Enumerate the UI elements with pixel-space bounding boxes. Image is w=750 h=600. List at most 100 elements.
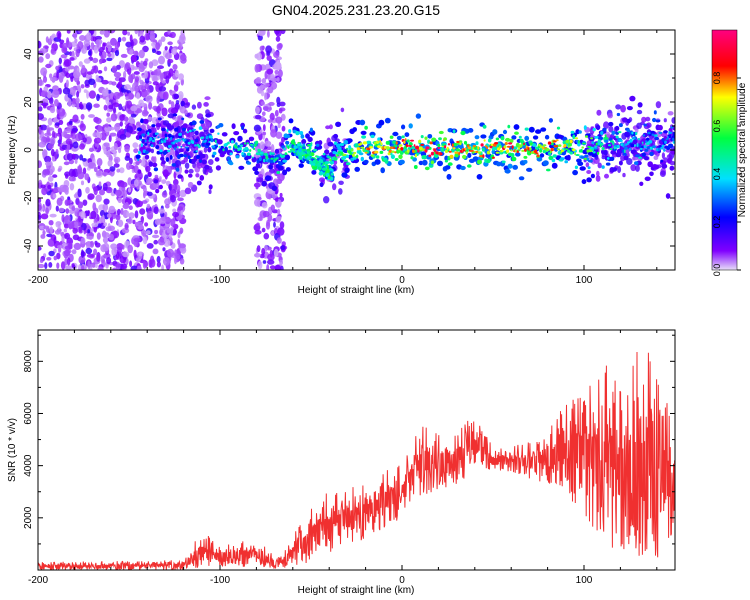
heatmap-cell bbox=[385, 140, 390, 145]
heatmap-cell bbox=[618, 139, 623, 142]
heatmap-cell bbox=[184, 146, 189, 149]
heatmap-cell bbox=[126, 218, 133, 224]
heatmap-cell bbox=[275, 116, 283, 124]
heatmap-cell bbox=[177, 197, 184, 202]
heatmap-cell bbox=[195, 173, 200, 178]
heatmap-cell bbox=[172, 211, 180, 218]
heatmap-cell bbox=[340, 107, 345, 113]
heatmap-cell bbox=[275, 197, 279, 202]
heatmap-cell bbox=[60, 54, 68, 59]
heatmap-cell bbox=[113, 156, 121, 164]
heatmap-cell bbox=[62, 42, 69, 49]
heatmap-cell bbox=[102, 42, 106, 51]
heatmap-cell bbox=[528, 126, 535, 133]
heatmap-cell bbox=[356, 147, 361, 151]
heatmap-cell bbox=[454, 153, 459, 158]
heatmap-cell bbox=[283, 147, 286, 151]
heatmap-cell bbox=[626, 129, 631, 133]
heatmap-cell bbox=[255, 77, 262, 84]
heatmap-cell bbox=[663, 118, 667, 123]
heatmap-cell bbox=[288, 129, 292, 134]
heatmap-cell bbox=[101, 171, 109, 176]
heatmap-cell bbox=[54, 229, 61, 235]
heatmap-cell bbox=[285, 167, 291, 172]
heatmap-cell bbox=[246, 142, 249, 145]
heatmap-cell bbox=[364, 125, 368, 130]
heatmap-cell bbox=[256, 159, 260, 164]
heatmap-cell bbox=[175, 81, 180, 86]
snr-panel: -200 -100 0 100 2000 4000 6000 8000 Height of … bbox=[7, 329, 676, 596]
y-tick-label: 40 bbox=[23, 48, 34, 60]
heatmap-cell bbox=[126, 125, 133, 134]
heatmap-cell bbox=[263, 152, 268, 156]
heatmap-cell bbox=[117, 208, 121, 216]
heatmap-cell bbox=[137, 169, 142, 174]
heatmap-cell bbox=[260, 90, 265, 97]
heatmap-cell bbox=[57, 244, 64, 249]
heatmap-cell bbox=[359, 142, 363, 146]
heatmap-cell bbox=[532, 143, 537, 147]
heatmap-cell bbox=[139, 135, 143, 140]
heatmap-cell bbox=[175, 167, 180, 172]
heatmap-cell bbox=[133, 71, 140, 75]
heatmap-cell bbox=[580, 156, 585, 159]
heatmap-cell bbox=[631, 137, 636, 140]
heatmap-cell bbox=[241, 152, 244, 156]
heatmap-cell bbox=[80, 237, 86, 245]
heatmap-cell bbox=[156, 255, 161, 264]
heatmap-cell bbox=[424, 149, 428, 153]
heatmap-cell bbox=[564, 160, 568, 164]
snr-x-ticks: -200 -100 0 100 bbox=[28, 330, 658, 586]
heatmap-cell bbox=[279, 221, 285, 229]
heatmap-cell bbox=[264, 82, 270, 88]
heatmap-cell bbox=[122, 30, 128, 36]
heatmap-cell bbox=[55, 222, 59, 228]
heatmap-cell bbox=[393, 146, 396, 150]
heatmap-cell bbox=[458, 151, 461, 156]
heatmap-cell bbox=[467, 152, 472, 158]
heatmap-cell bbox=[261, 202, 268, 209]
heatmap-cell bbox=[91, 222, 99, 228]
heatmap-cell bbox=[123, 84, 131, 90]
heatmap-cell bbox=[88, 90, 96, 99]
heatmap-cell bbox=[211, 145, 216, 148]
heatmap-cell bbox=[208, 159, 214, 165]
heatmap-cell bbox=[175, 253, 181, 260]
heatmap-cell bbox=[64, 245, 73, 251]
spectrogram-y-ticks: -40 -20 0 20 40 bbox=[23, 29, 675, 271]
heatmap-cell bbox=[166, 248, 175, 258]
heatmap-cell bbox=[140, 118, 144, 123]
heatmap-cell bbox=[148, 61, 154, 69]
heatmap-cell bbox=[77, 41, 84, 50]
heatmap-cell bbox=[670, 126, 674, 129]
heatmap-cell bbox=[154, 174, 159, 179]
heatmap-cell bbox=[205, 135, 209, 140]
heatmap-cell bbox=[216, 142, 219, 146]
heatmap-cell bbox=[626, 106, 633, 111]
heatmap-cell bbox=[151, 42, 157, 47]
heatmap-cell bbox=[607, 112, 613, 119]
heatmap-cell bbox=[100, 30, 105, 35]
heatmap-cell bbox=[179, 189, 187, 198]
heatmap-cell bbox=[285, 140, 290, 145]
heatmap-cell bbox=[153, 69, 158, 76]
heatmap-cell bbox=[301, 152, 306, 155]
heatmap-cell bbox=[57, 168, 62, 172]
heatmap-cell bbox=[171, 101, 175, 109]
heatmap-cell bbox=[617, 144, 620, 149]
heatmap-cell bbox=[187, 141, 191, 145]
heatmap-cell bbox=[344, 167, 350, 174]
heatmap-cell bbox=[262, 260, 267, 264]
heatmap-cell bbox=[208, 141, 211, 143]
heatmap-cell bbox=[364, 151, 368, 154]
heatmap-cell bbox=[649, 151, 654, 156]
heatmap-cell bbox=[149, 31, 155, 41]
heatmap-cell bbox=[427, 139, 431, 144]
heatmap-cell bbox=[398, 154, 403, 160]
heatmap-cell bbox=[277, 208, 281, 215]
heatmap-cell bbox=[467, 164, 472, 168]
heatmap-cell bbox=[141, 109, 149, 117]
heatmap-cell bbox=[520, 143, 523, 148]
heatmap-cell bbox=[270, 144, 275, 153]
heatmap-cell bbox=[420, 135, 424, 139]
